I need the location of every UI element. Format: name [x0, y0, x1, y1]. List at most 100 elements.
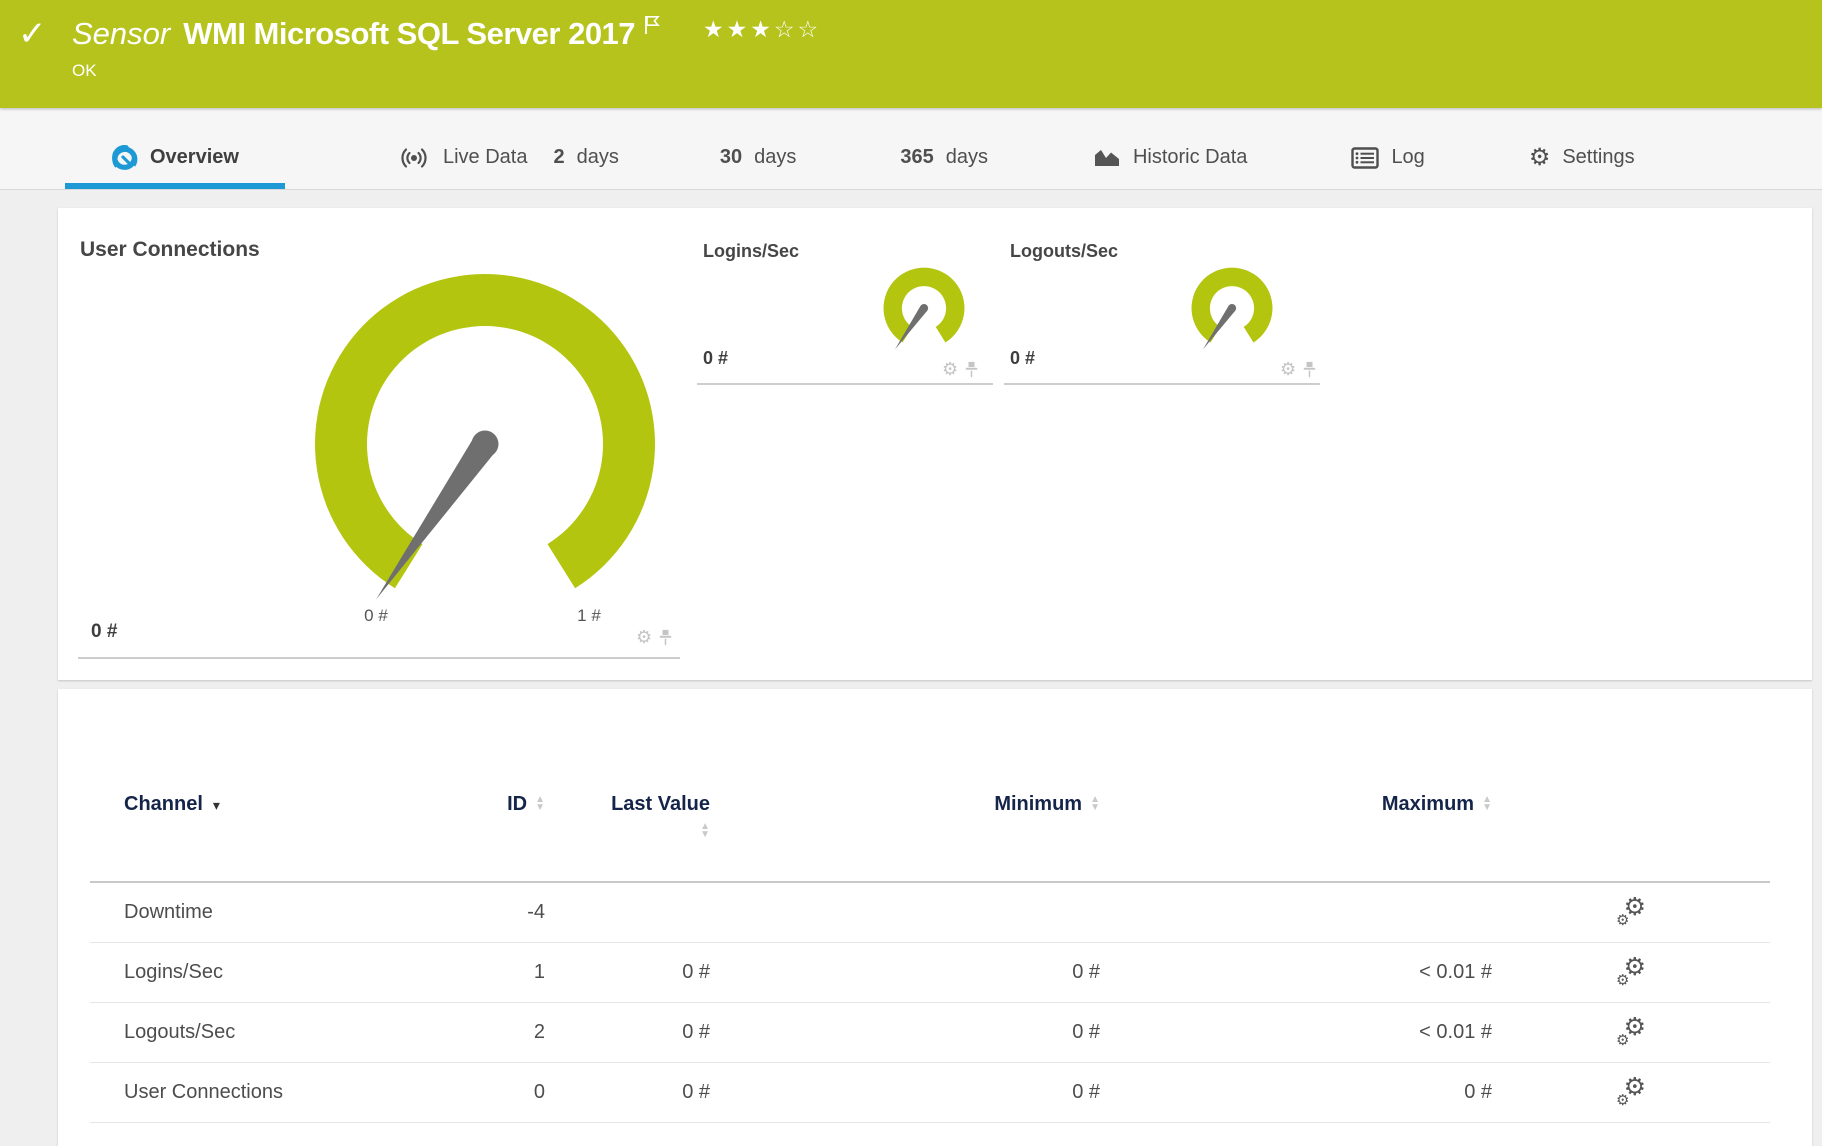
cell-minimum: 0 #	[1072, 1081, 1100, 1103]
column-label: Channel	[124, 793, 203, 815]
gauge-arc	[1191, 267, 1273, 343]
star-filled-icon[interactable]: ★	[750, 16, 774, 42]
tab-label: Overview	[150, 146, 239, 168]
gauge-title-logouts: Logouts/Sec	[1010, 241, 1119, 261]
star-filled-icon[interactable]: ★	[703, 16, 727, 42]
sort-arrows-icon[interactable]: ▲ ▼	[700, 820, 710, 840]
column-label: Maximum	[1381, 793, 1475, 815]
gauge-footer-actions: ⚙	[636, 628, 672, 646]
gear-icon: ⚙	[1528, 143, 1551, 171]
tab-label: Log	[1391, 146, 1425, 168]
column-header-channel[interactable]: Channel ▾	[90, 793, 450, 816]
status-badge: OK	[72, 61, 97, 80]
tab-overview[interactable]: Overview	[65, 108, 285, 189]
table-row-logins[interactable]: Logins/Sec 1 0 # 0 # < 0.01 # ⚙ ⚙	[90, 943, 1770, 1003]
channel-table-panel: Channel ▾ ID ▲ ▼ Last Value ▲ ▼ Minimum ▲ ▼ Max…	[58, 689, 1812, 1146]
cell-channel: Downtime	[124, 901, 213, 923]
cell-maximum: 0 #	[1464, 1081, 1492, 1103]
star-filled-icon[interactable]: ★	[726, 16, 751, 42]
gauge-needle-pivot	[919, 304, 929, 313]
cell-maximum: < 0.01 #	[1419, 961, 1492, 983]
star-rating[interactable]: ★★★☆☆	[703, 16, 821, 42]
status-check-icon: ✓	[18, 15, 47, 53]
cell-last-value: 0 #	[682, 1081, 710, 1103]
gauge-icon	[111, 144, 138, 171]
tab-number: 30	[719, 146, 743, 168]
gauge-arc	[315, 274, 655, 589]
table-header-row: Channel ▾ ID ▲ ▼ Last Value ▲ ▼ Minimum ▲ ▼ Max…	[90, 689, 1770, 883]
gauge-scale-max: 1 #	[577, 606, 601, 625]
gauge-needle-pivot	[471, 430, 499, 458]
cell-id: 2	[533, 1021, 545, 1043]
column-label: Minimum	[994, 793, 1083, 815]
channel-settings-icon[interactable]: ⚙ ⚙	[1616, 1012, 1646, 1049]
gear-icon[interactable]: ⚙	[942, 359, 959, 379]
column-header-minimum[interactable]: Minimum ▲ ▼	[710, 793, 1100, 816]
gauge-scale-min: 0 #	[364, 606, 388, 625]
star-empty-icon[interactable]: ☆	[773, 16, 798, 42]
column-label: Last Value	[611, 793, 710, 815]
tab-30-days[interactable]: 30 days	[708, 108, 809, 189]
cell-id: 0	[533, 1081, 545, 1103]
page-title: WMI Microsoft SQL Server 2017	[183, 16, 636, 51]
gauge-arc	[883, 267, 965, 343]
tab-label: days	[576, 146, 619, 168]
table-row-downtime[interactable]: Downtime -4 ⚙ ⚙	[90, 883, 1770, 943]
logins-value: 0 #	[703, 348, 729, 368]
sort-arrows-icon[interactable]: ▲ ▼	[1090, 794, 1100, 813]
priority-flag-icon[interactable]	[643, 14, 661, 41]
tab-live-data[interactable]: Live Data	[385, 108, 540, 189]
divider	[78, 657, 680, 659]
channel-table: Channel ▾ ID ▲ ▼ Last Value ▲ ▼ Minimum ▲ ▼ Max…	[90, 689, 1770, 1123]
pin-icon[interactable]	[1303, 361, 1316, 378]
channel-settings-icon[interactable]: ⚙ ⚙	[1616, 952, 1646, 989]
tab-number: 2	[553, 146, 565, 168]
area-chart-icon	[1093, 146, 1121, 170]
star-empty-icon[interactable]: ☆	[797, 16, 822, 42]
sort-arrows-icon[interactable]: ▲ ▼	[1482, 794, 1492, 813]
column-header-id[interactable]: ID ▲ ▼	[450, 793, 545, 816]
cell-channel: Logins/Sec	[124, 961, 223, 983]
divider	[697, 383, 993, 385]
tab-number: 365	[900, 146, 934, 168]
pin-icon[interactable]	[965, 361, 978, 378]
column-header-last-value[interactable]: Last Value ▲ ▼	[545, 793, 710, 839]
tab-365-days[interactable]: 365 days	[888, 108, 1000, 189]
cell-minimum: 0 #	[1072, 1021, 1100, 1043]
logouts-value: 0 #	[1010, 348, 1036, 368]
tab-settings[interactable]: ⚙ Settings	[1517, 108, 1647, 189]
gauge-needle-pivot	[1227, 304, 1237, 313]
tab-bar: Overview Live Data 2 days 30 days 365 da…	[0, 108, 1822, 190]
tab-historic-data[interactable]: Historic Data	[1081, 108, 1259, 189]
tab-label: Historic Data	[1132, 146, 1248, 168]
table-row-user-connections[interactable]: User Connections 0 0 # 0 # 0 # ⚙ ⚙	[90, 1063, 1770, 1123]
cell-last-value: 0 #	[682, 961, 710, 983]
sensor-header: ✓ Sensor WMI Microsoft SQL Server 2017 ★…	[0, 0, 1822, 108]
column-header-maximum[interactable]: Maximum ▲ ▼	[1100, 793, 1492, 816]
sort-arrows-icon[interactable]: ▲ ▼	[535, 794, 545, 813]
logins-gauge	[883, 267, 965, 350]
gauge-footer-actions: ⚙	[942, 360, 978, 378]
gauge-footer-actions: ⚙	[1280, 360, 1316, 378]
sorted-desc-icon[interactable]: ▾	[212, 797, 220, 813]
cell-id: 1	[533, 961, 545, 983]
gauge-needle	[894, 305, 928, 350]
column-label: ID	[507, 793, 528, 815]
logouts-gauge	[1191, 267, 1273, 350]
channel-settings-icon[interactable]: ⚙ ⚙	[1616, 1072, 1646, 1109]
channel-settings-icon[interactable]: ⚙ ⚙	[1616, 892, 1646, 929]
tab-2-days[interactable]: 2 days	[541, 108, 630, 189]
gear-icon[interactable]: ⚙	[636, 627, 653, 647]
sensor-kind-label: Sensor	[72, 16, 171, 51]
live-data-icon	[397, 146, 431, 170]
tab-log[interactable]: Log	[1339, 108, 1436, 189]
table-row-logouts[interactable]: Logouts/Sec 2 0 # 0 # < 0.01 # ⚙ ⚙	[90, 1003, 1770, 1063]
user-connections-gauge	[315, 274, 655, 600]
pin-icon[interactable]	[659, 629, 672, 646]
cell-channel: Logouts/Sec	[124, 1021, 236, 1043]
gear-icon[interactable]: ⚙	[1280, 359, 1297, 379]
gauge-title-user-connections: User Connections	[80, 238, 260, 261]
divider	[1004, 383, 1320, 385]
cell-minimum: 0 #	[1072, 961, 1100, 983]
cell-id: -4	[527, 901, 545, 923]
